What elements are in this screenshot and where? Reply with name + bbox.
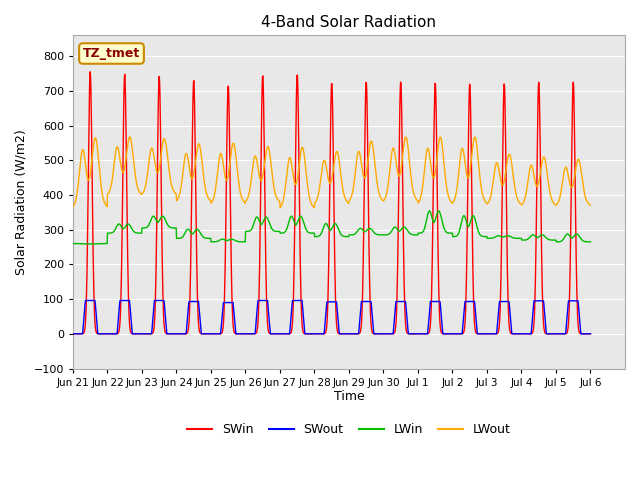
Text: TZ_tmet: TZ_tmet (83, 47, 140, 60)
Y-axis label: Solar Radiation (W/m2): Solar Radiation (W/m2) (15, 129, 28, 275)
Title: 4-Band Solar Radiation: 4-Band Solar Radiation (262, 15, 436, 30)
X-axis label: Time: Time (333, 390, 364, 403)
Legend: SWin, SWout, LWin, LWout: SWin, SWout, LWin, LWout (182, 418, 516, 441)
